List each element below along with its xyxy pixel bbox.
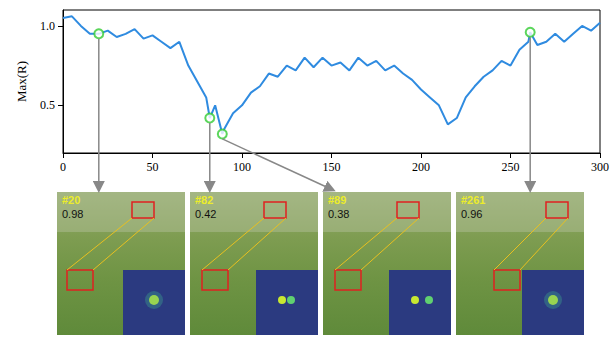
html-text:#20: #20: [62, 194, 81, 206]
svg-text:0.5: 0.5: [40, 98, 55, 112]
svg-text:200: 200: [412, 160, 430, 174]
html-text:0.98: 0.98: [62, 208, 84, 220]
svg-text:100: 100: [233, 160, 251, 174]
svg-text:300: 300: [591, 160, 609, 174]
svg-text:150: 150: [323, 160, 341, 174]
html-text:0.96: 0.96: [461, 208, 483, 220]
html-text:#261: #261: [461, 194, 486, 206]
svg-text:0: 0: [60, 160, 66, 174]
svg-text:50: 50: [147, 160, 159, 174]
svg-text:250: 250: [502, 160, 520, 174]
html-text:#89: #89: [328, 194, 347, 206]
html-text:0.42: 0.42: [195, 208, 217, 220]
html-text:0.38: 0.38: [328, 208, 350, 220]
svg-text:1.0: 1.0: [40, 19, 55, 33]
svg-text:Max(R): Max(R): [14, 61, 29, 102]
html-text:#82: #82: [195, 194, 214, 206]
